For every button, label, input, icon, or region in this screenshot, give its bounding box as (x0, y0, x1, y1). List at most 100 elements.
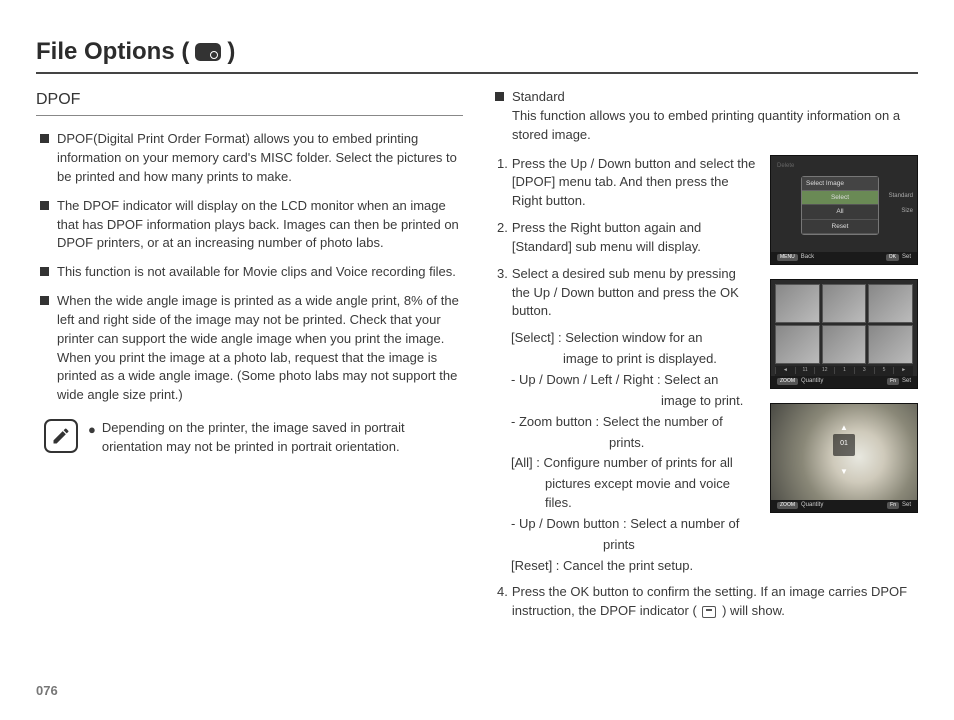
para-block: DPOF(Digital Print Order Format) allows … (36, 130, 463, 187)
fig1-menu-header: Select Image (802, 177, 878, 191)
steps-list: 1.Press the Up / Down button and select … (491, 155, 756, 578)
lead-label: Standard (512, 89, 565, 104)
note-text: Depending on the printer, the image save… (102, 419, 463, 457)
dpof-indicator-icon (702, 606, 716, 618)
substep: prints (491, 536, 756, 555)
bar-label: Quantity (801, 378, 823, 384)
content-columns: DPOF DPOF(Digital Print Order Format) al… (36, 88, 918, 629)
para-text: This function is not available for Movie… (57, 263, 456, 282)
fig2-bottom-bar: ZOOMQuantity FnSet (771, 376, 917, 388)
strip-cell: 5 (874, 367, 894, 374)
fn-key-icon: Fn (887, 378, 899, 385)
substep: - Zoom button : Select the number of (491, 413, 756, 432)
step-text: Press the Up / Down button and select th… (512, 155, 756, 212)
step-text: Press the Right button again and [Standa… (512, 219, 756, 257)
substep: - Up / Down / Left / Right : Select an (491, 371, 756, 390)
fig2-bar-right: FnSet (887, 377, 911, 386)
step-4b: ) will show. (722, 603, 785, 618)
bar-label: Quantity (801, 502, 823, 508)
fn-key-icon: Fn (887, 502, 899, 509)
substep: pictures except movie and voice files. (491, 475, 756, 513)
zoom-key-icon: ZOOM (777, 378, 798, 385)
figure-column: Delete Select Image Select All Reset Sta… (770, 155, 918, 513)
title-bar: File Options ( ) (36, 38, 918, 74)
substep: image to print. (491, 392, 756, 411)
thumbnail (868, 325, 913, 364)
thumbnail (775, 284, 820, 323)
fig3-bar-left: ZOOMQuantity (777, 501, 823, 510)
figure-menu-screenshot: Delete Select Image Select All Reset Sta… (770, 155, 918, 265)
fig1-side-standard: Standard (889, 192, 913, 201)
fig1-popup-menu: Select Image Select All Reset (801, 176, 879, 236)
strip-cell: ◄ (775, 367, 795, 374)
square-bullet-icon (495, 92, 504, 101)
square-bullet-icon (40, 267, 49, 276)
substep: [Reset] : Cancel the print setup. (491, 557, 756, 576)
fig1-menu-row-reset: Reset (802, 220, 878, 234)
substep: prints. (491, 434, 756, 453)
ok-key-icon: OK (886, 254, 899, 261)
fig3-count-badge: 01 (833, 434, 855, 456)
strip-cell: 3 (854, 367, 874, 374)
para-block: The DPOF indicator will display on the L… (36, 197, 463, 254)
bar-label: Set (902, 502, 911, 508)
para-block: This function is not available for Movie… (36, 263, 463, 282)
note-block: ● Depending on the printer, the image sa… (36, 419, 463, 457)
note-bullet: ● Depending on the printer, the image sa… (88, 419, 463, 457)
note-pencil-icon (44, 419, 78, 453)
step-text: Select a desired sub menu by pressing th… (512, 265, 756, 322)
thumbnail (775, 325, 820, 364)
fig1-menu-row-select: Select (802, 191, 878, 205)
para-text: When the wide angle image is printed as … (57, 292, 463, 405)
thumbnail (868, 284, 913, 323)
steps-and-figures: 1.Press the Up / Down button and select … (491, 155, 918, 578)
fig3-bar-right: FnSet (887, 501, 911, 510)
para-text: DPOF(Digital Print Order Format) allows … (57, 130, 463, 187)
right-column: Standard This function allows you to emb… (491, 88, 918, 629)
strip-cell: 1 (834, 367, 854, 374)
lead-text: This function allows you to embed printi… (512, 107, 918, 145)
thumbnail (822, 325, 867, 364)
fig1-bar-right: OKSet (886, 253, 911, 262)
fig3-bottom-bar: ZOOMQuantity FnSet (771, 500, 917, 512)
file-options-icon (195, 43, 221, 61)
substep: image to print is displayed. (491, 350, 756, 369)
substep: [All] : Configure number of prints for a… (491, 454, 756, 473)
fig2-number-strip: ◄ 11 12 1 3 5 ► (775, 366, 913, 376)
thumbnail (822, 284, 867, 323)
step-1: 1.Press the Up / Down button and select … (491, 155, 756, 212)
dot-icon: ● (88, 421, 96, 457)
step-2: 2.Press the Right button again and [Stan… (491, 219, 756, 257)
page-number: 076 (36, 683, 58, 698)
bar-label: Set (902, 254, 911, 260)
up-arrow-icon: ▲ (840, 422, 848, 434)
step-4: 4. Press the OK button to confirm the se… (491, 583, 918, 621)
square-bullet-icon (40, 134, 49, 143)
step-4-text: Press the OK button to confirm the setti… (512, 583, 918, 621)
down-arrow-icon: ▼ (840, 466, 848, 478)
fig1-side-labels: Standard Size (889, 192, 913, 223)
zoom-key-icon: ZOOM (777, 502, 798, 509)
substep: [Select] : Selection window for an (491, 329, 756, 348)
lead-block: Standard This function allows you to emb… (491, 88, 918, 145)
square-bullet-icon (40, 201, 49, 210)
para-text: The DPOF indicator will display on the L… (57, 197, 463, 254)
figure-thumbnail-grid: ◄ 11 12 1 3 5 ► ZOOMQuantity FnSet (770, 279, 918, 389)
dpof-heading: DPOF (36, 88, 463, 116)
fig1-dim-label: Delete (777, 162, 911, 171)
fig2-grid (775, 284, 913, 364)
square-bullet-icon (40, 296, 49, 305)
fig1-menu-row-all: All (802, 205, 878, 219)
lead-wrap: Standard This function allows you to emb… (512, 88, 918, 145)
fig1-bar-left: MENUBack (777, 253, 814, 262)
strip-cell: ► (893, 367, 913, 374)
title-close: ) (227, 38, 235, 66)
fig2-bar-left: ZOOMQuantity (777, 377, 823, 386)
left-column: DPOF DPOF(Digital Print Order Format) al… (36, 88, 463, 629)
bar-label: Set (902, 378, 911, 384)
figure-single-image: ▲ 01 ▼ ZOOMQuantity FnSet (770, 403, 918, 513)
title-text: File Options ( (36, 38, 189, 66)
strip-cell: 12 (814, 367, 834, 374)
para-block: When the wide angle image is printed as … (36, 292, 463, 405)
step-3: 3.Select a desired sub menu by pressing … (491, 265, 756, 322)
